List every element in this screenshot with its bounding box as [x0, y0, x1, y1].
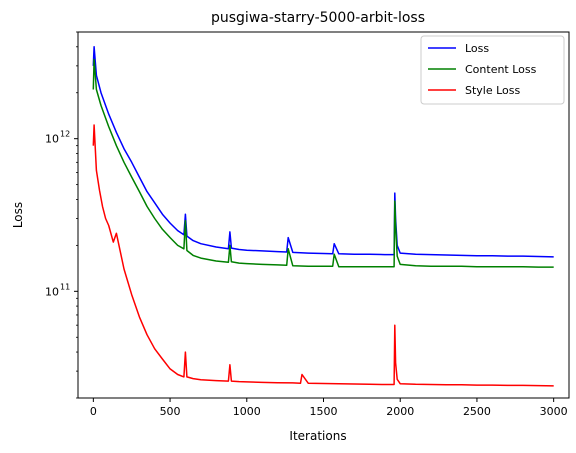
y-axis-label: Loss — [11, 202, 25, 228]
series-line-2 — [92, 124, 554, 387]
y-tick-label: 10 11 — [45, 282, 70, 298]
x-tick-label: 1500 — [310, 405, 338, 418]
x-tick-label: 2000 — [386, 405, 414, 418]
legend-label: Style Loss — [465, 84, 521, 97]
y-tick-base: 10 — [45, 285, 59, 298]
x-tick-label: 1000 — [233, 405, 261, 418]
y-tick-exponent: 12 — [60, 130, 70, 139]
legend-label: Content Loss — [465, 63, 537, 76]
x-axis-label: Iterations — [289, 429, 346, 443]
legend-box — [420, 35, 565, 105]
x-tick-label: 3000 — [540, 405, 568, 418]
x-axis: 0 500 1000 1500 2000 2500 3000 — [90, 398, 568, 418]
chart-title: pusgiwa-starry-5000-arbit-loss — [211, 10, 425, 26]
y-tick-label: 10 12 — [45, 130, 70, 146]
series-line-0 — [92, 46, 554, 258]
series-line-1 — [92, 58, 554, 268]
series-layer — [92, 46, 554, 387]
legend-label: Loss — [465, 42, 489, 55]
y-tick-exponent: 11 — [60, 282, 70, 291]
legend: Loss Content Loss Style Loss — [420, 35, 565, 105]
x-tick-label: 0 — [90, 405, 97, 418]
y-tick-base: 10 — [45, 133, 59, 146]
x-tick-label: 2500 — [463, 405, 491, 418]
x-tick-label: 500 — [160, 405, 181, 418]
